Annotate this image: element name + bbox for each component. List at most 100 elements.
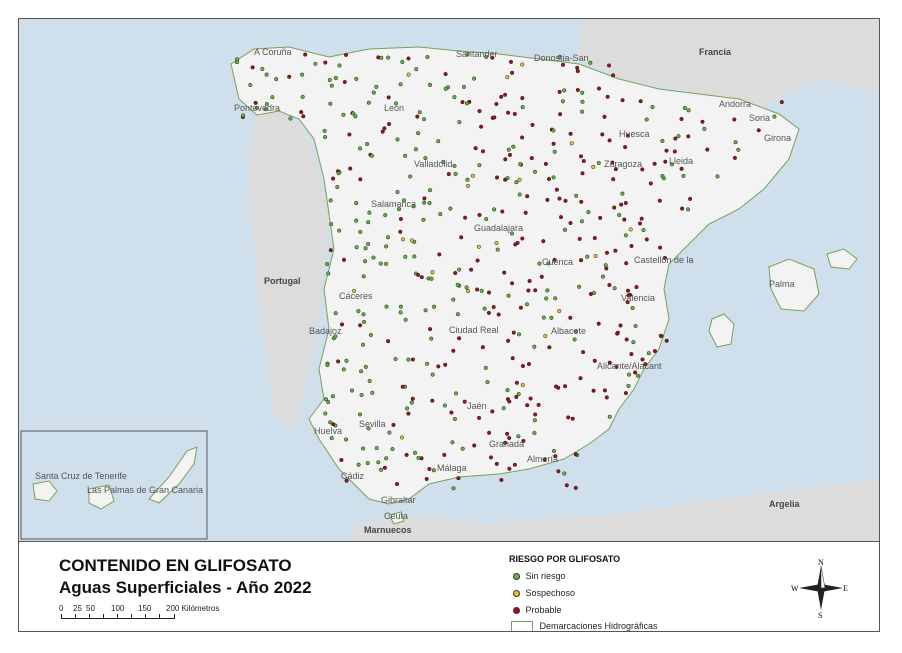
legend-label: Demarcaciones Hidrográficas (539, 621, 658, 631)
sample-point (300, 94, 305, 99)
sample-point (386, 55, 391, 60)
city-santa-cruz: Santa Cruz de Tenerife (35, 471, 127, 481)
sample-point (574, 193, 579, 198)
sample-point (596, 321, 601, 326)
sample-point (390, 447, 395, 452)
sample-point (652, 161, 657, 166)
sample-point (462, 399, 467, 404)
sample-point (363, 364, 368, 369)
sample-point (495, 247, 500, 252)
sample-point (640, 167, 645, 172)
sample-point (336, 359, 341, 364)
sample-point (325, 363, 330, 368)
sample-point (533, 412, 538, 417)
sample-point (664, 338, 669, 343)
sample-point (658, 333, 663, 338)
sample-point (451, 297, 456, 302)
sample-point (328, 248, 333, 253)
sample-point (506, 110, 511, 115)
sample-point (391, 422, 396, 427)
sample-point (436, 364, 441, 369)
sample-point (413, 147, 418, 152)
sample-point (361, 312, 366, 317)
sample-point (573, 485, 578, 490)
sample-point (505, 431, 510, 436)
sample-point (329, 83, 334, 88)
sample-point (563, 198, 568, 203)
sample-point (542, 457, 547, 462)
sample-point (400, 59, 405, 65)
sample-point (702, 126, 707, 131)
sample-point (623, 391, 628, 396)
city-salamanca: Salamanca (371, 199, 416, 209)
sample-point (577, 236, 582, 241)
sample-point (494, 101, 499, 107)
sample-point (339, 322, 345, 327)
sample-point (416, 131, 421, 136)
sample-point (385, 235, 391, 240)
city-andorra: Andorra (719, 99, 751, 109)
sample-point (557, 308, 562, 314)
sample-point (630, 306, 635, 311)
ceuta (388, 511, 405, 525)
sample-point (301, 114, 306, 119)
sample-point (566, 415, 571, 420)
sample-point (416, 272, 421, 277)
sample-point (517, 192, 522, 197)
sample-point (378, 261, 383, 266)
sample-point (648, 181, 653, 186)
sample-point (569, 141, 574, 146)
sample-point (673, 136, 678, 141)
compass-rose-icon: N S E W (791, 558, 848, 618)
scale-tick (145, 614, 146, 619)
sample-point (453, 270, 458, 276)
sample-point (503, 92, 508, 97)
map-canvas[interactable]: Francia Portugal Argelia Marnuecos A Cor… (19, 19, 880, 541)
gran-canaria (88, 484, 115, 510)
sample-point (615, 330, 620, 335)
sample-point (553, 454, 558, 459)
sample-point (425, 54, 430, 60)
sample-point (260, 66, 265, 72)
scale-150: 150 (138, 604, 152, 613)
sample-point (408, 174, 413, 179)
sample-point (414, 67, 419, 72)
sample-point (588, 291, 593, 297)
portugal-land (247, 109, 329, 429)
sample-point (330, 394, 335, 399)
city-donostia: Donostia-San (534, 53, 589, 63)
sample-point (499, 477, 504, 482)
sample-point (556, 469, 561, 474)
yellow-dot-icon (512, 590, 520, 598)
sample-point (686, 207, 691, 212)
sample-point (494, 175, 500, 180)
sample-point (644, 237, 649, 242)
scale-tick (131, 614, 132, 619)
city-caceres: Cáceres (339, 291, 373, 301)
sample-point (577, 284, 582, 289)
sample-point (329, 222, 334, 227)
sample-point (349, 388, 355, 393)
sample-point (681, 173, 686, 178)
sample-point (553, 296, 558, 301)
sample-point (356, 309, 361, 314)
sample-point (382, 465, 387, 470)
sample-point (234, 60, 240, 65)
sample-point (482, 306, 487, 311)
sample-point (619, 202, 624, 207)
city-badajoz: Badajoz (309, 326, 342, 336)
sample-point (580, 99, 585, 104)
sample-point (427, 200, 432, 206)
sample-point (465, 52, 470, 57)
sample-point (303, 52, 308, 57)
sample-point (432, 304, 437, 309)
sample-point (506, 147, 511, 152)
sample-point (421, 117, 427, 122)
sample-point (543, 333, 548, 339)
sample-point (455, 282, 460, 287)
sample-point (507, 399, 512, 404)
sample-point (578, 258, 584, 263)
sample-point (442, 403, 447, 408)
sample-point (533, 288, 538, 293)
sample-point (429, 276, 434, 281)
